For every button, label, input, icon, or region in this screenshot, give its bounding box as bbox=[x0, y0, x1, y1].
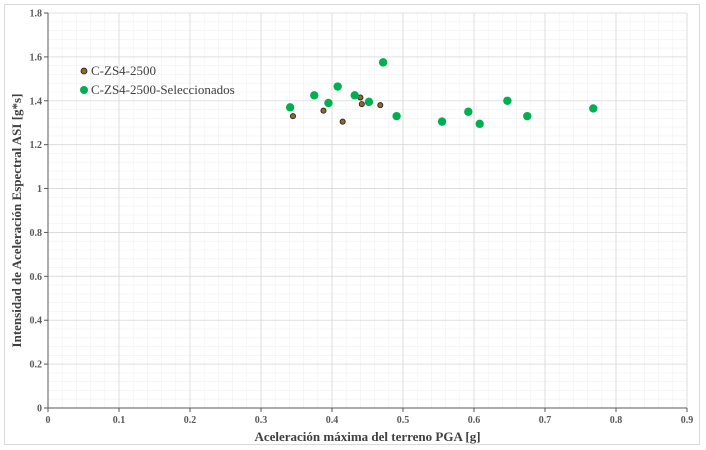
y-tick-label: 0 bbox=[37, 404, 42, 415]
x-tick-label: 0.7 bbox=[539, 415, 552, 426]
y-tick-label: 0.2 bbox=[30, 360, 43, 371]
data-points bbox=[285, 58, 598, 129]
y-tick-label: 1 bbox=[37, 184, 42, 195]
y-tick-label: 1.4 bbox=[30, 96, 43, 107]
point-seleccionados bbox=[285, 103, 295, 112]
point-seleccionados bbox=[523, 111, 532, 121]
x-axis-title: Aceleración máxima del terreno PGA [g] bbox=[254, 429, 480, 444]
point-seleccionados bbox=[364, 97, 374, 107]
legend-label-seleccionados: C-ZS4-2500-Seleccionados bbox=[91, 82, 235, 97]
x-tick-label: 0.6 bbox=[468, 415, 481, 426]
x-tick-label: 0.4 bbox=[326, 415, 339, 426]
point-seleccionados bbox=[437, 117, 447, 126]
x-tick-label: 0.3 bbox=[255, 415, 268, 426]
point-seleccionados bbox=[333, 82, 342, 91]
x-tick-label: 0.9 bbox=[681, 415, 694, 426]
point-seleccionados bbox=[310, 91, 319, 100]
y-tick-label: 0.8 bbox=[30, 228, 43, 239]
x-tick-labels: 0 0.1 0.2 0.3 0.4 0.5 0.6 0.7 0.8 0.9 bbox=[46, 415, 694, 426]
point-seleccionados bbox=[503, 96, 512, 105]
x-tick-label: 0.8 bbox=[610, 415, 623, 426]
y-tick-label: 0.4 bbox=[30, 316, 43, 327]
point-seleccionados bbox=[464, 107, 473, 116]
point-seleccionados bbox=[475, 119, 484, 129]
point-c-zs4-2500 bbox=[339, 118, 346, 125]
point-seleccionados bbox=[350, 91, 359, 100]
point-c-zs4-2500 bbox=[377, 102, 384, 109]
point-c-zs4-2500 bbox=[358, 101, 365, 108]
chart-frame bbox=[4, 4, 700, 445]
x-tick-label: 0.5 bbox=[397, 415, 410, 426]
point-seleccionados bbox=[324, 98, 333, 108]
legend-marker-seleccionados bbox=[80, 86, 88, 94]
point-seleccionados bbox=[589, 104, 598, 113]
minor-grid bbox=[47, 12, 688, 409]
y-tick-label: 0.6 bbox=[30, 272, 43, 283]
x-tick-label: 0.1 bbox=[113, 415, 126, 426]
point-c-zs4-2500 bbox=[289, 113, 296, 120]
axes bbox=[47, 13, 687, 409]
point-seleccionados bbox=[392, 111, 401, 121]
y-tick-labels: 0 0.2 0.4 0.6 0.8 1 1.2 1.4 1.6 1.8 bbox=[30, 9, 43, 415]
y-tick-label: 1.8 bbox=[30, 9, 43, 20]
y-tick-label: 1.6 bbox=[30, 52, 43, 63]
major-grid bbox=[44, 12, 688, 412]
y-tick-label: 1.2 bbox=[30, 140, 43, 151]
y-axis-title: Intensidad de Aceleración Espectral ASI … bbox=[9, 94, 24, 348]
point-seleccionados bbox=[378, 58, 388, 67]
legend-label-c-zs4-2500: C-ZS4-2500 bbox=[91, 63, 156, 78]
x-tick-label: 0.2 bbox=[184, 415, 197, 426]
x-tick-label: 0 bbox=[46, 415, 51, 426]
point-c-zs4-2500 bbox=[320, 107, 327, 114]
legend-marker-c-zs4-2500 bbox=[80, 67, 88, 75]
legend: C-ZS4-2500 C-ZS4-2500-Seleccionados bbox=[80, 63, 235, 97]
